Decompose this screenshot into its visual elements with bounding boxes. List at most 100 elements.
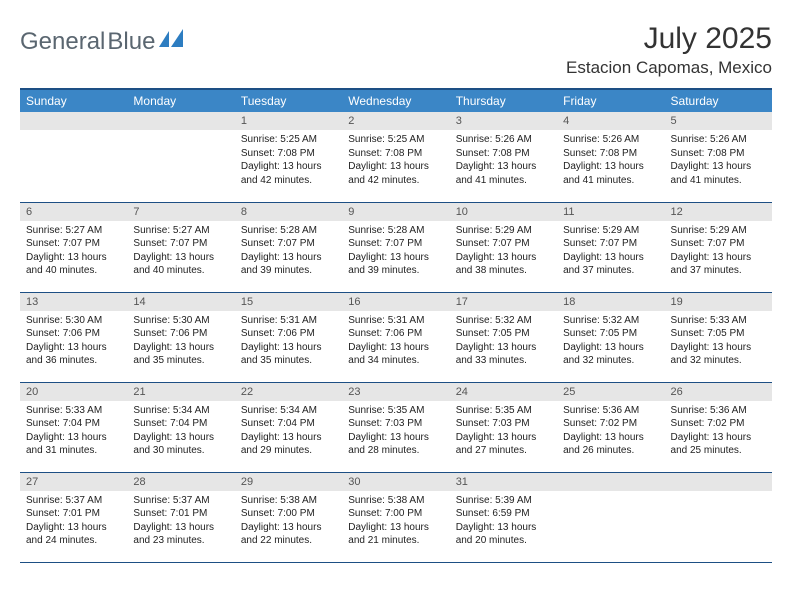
- sunrise-text: Sunrise: 5:26 AM: [563, 133, 658, 147]
- daylight-text: Daylight: 13 hours and 21 minutes.: [348, 521, 443, 548]
- sunrise-text: Sunrise: 5:29 AM: [671, 224, 766, 238]
- sunset-text: Sunset: 7:00 PM: [348, 507, 443, 521]
- sunrise-text: Sunrise: 5:32 AM: [456, 314, 551, 328]
- day-number: [127, 112, 234, 130]
- sunrise-text: Sunrise: 5:38 AM: [241, 494, 336, 508]
- calendar-cell: 23Sunrise: 5:35 AMSunset: 7:03 PMDayligh…: [342, 382, 449, 472]
- sunset-text: Sunset: 7:08 PM: [241, 147, 336, 161]
- cell-body: [557, 491, 664, 498]
- day-number: [557, 473, 664, 491]
- sunrise-text: Sunrise: 5:39 AM: [456, 494, 551, 508]
- sunset-text: Sunset: 7:06 PM: [26, 327, 121, 341]
- sunrise-text: Sunrise: 5:32 AM: [563, 314, 658, 328]
- sail-icon: [159, 28, 185, 56]
- sunset-text: Sunset: 7:04 PM: [26, 417, 121, 431]
- calendar-cell: 31Sunrise: 5:39 AMSunset: 6:59 PMDayligh…: [450, 472, 557, 562]
- cell-body: Sunrise: 5:25 AMSunset: 7:08 PMDaylight:…: [342, 130, 449, 191]
- daylight-text: Daylight: 13 hours and 35 minutes.: [133, 341, 228, 368]
- sunset-text: Sunset: 7:05 PM: [671, 327, 766, 341]
- calendar-cell: 29Sunrise: 5:38 AMSunset: 7:00 PMDayligh…: [235, 472, 342, 562]
- calendar-cell: 16Sunrise: 5:31 AMSunset: 7:06 PMDayligh…: [342, 292, 449, 382]
- day-number: 9: [342, 203, 449, 221]
- day-number: 11: [557, 203, 664, 221]
- sunrise-text: Sunrise: 5:26 AM: [671, 133, 766, 147]
- day-number: [665, 473, 772, 491]
- calendar-cell: 17Sunrise: 5:32 AMSunset: 7:05 PMDayligh…: [450, 292, 557, 382]
- daylight-text: Daylight: 13 hours and 34 minutes.: [348, 341, 443, 368]
- daylight-text: Daylight: 13 hours and 36 minutes.: [26, 341, 121, 368]
- cell-body: Sunrise: 5:36 AMSunset: 7:02 PMDaylight:…: [557, 401, 664, 462]
- day-number: 15: [235, 293, 342, 311]
- sunrise-text: Sunrise: 5:28 AM: [241, 224, 336, 238]
- sunrise-text: Sunrise: 5:26 AM: [456, 133, 551, 147]
- title-block: July 2025 Estacion Capomas, Mexico: [566, 22, 772, 78]
- sunset-text: Sunset: 7:07 PM: [671, 237, 766, 251]
- day-number: 18: [557, 293, 664, 311]
- sunrise-text: Sunrise: 5:28 AM: [348, 224, 443, 238]
- sunset-text: Sunset: 7:08 PM: [348, 147, 443, 161]
- cell-body: Sunrise: 5:29 AMSunset: 7:07 PMDaylight:…: [450, 221, 557, 282]
- day-number: 6: [20, 203, 127, 221]
- sunrise-text: Sunrise: 5:34 AM: [133, 404, 228, 418]
- day-header-row: Sunday Monday Tuesday Wednesday Thursday…: [20, 89, 772, 112]
- calendar-cell: 9Sunrise: 5:28 AMSunset: 7:07 PMDaylight…: [342, 202, 449, 292]
- sunset-text: Sunset: 7:02 PM: [563, 417, 658, 431]
- sunrise-text: Sunrise: 5:36 AM: [671, 404, 766, 418]
- cell-body: Sunrise: 5:28 AMSunset: 7:07 PMDaylight:…: [342, 221, 449, 282]
- cell-body: Sunrise: 5:28 AMSunset: 7:07 PMDaylight:…: [235, 221, 342, 282]
- daylight-text: Daylight: 13 hours and 27 minutes.: [456, 431, 551, 458]
- calendar-cell: 13Sunrise: 5:30 AMSunset: 7:06 PMDayligh…: [20, 292, 127, 382]
- cell-body: Sunrise: 5:30 AMSunset: 7:06 PMDaylight:…: [127, 311, 234, 372]
- sunset-text: Sunset: 7:08 PM: [456, 147, 551, 161]
- sunset-text: Sunset: 7:01 PM: [133, 507, 228, 521]
- sunset-text: Sunset: 7:04 PM: [241, 417, 336, 431]
- calendar-cell: [127, 112, 234, 202]
- day-number: 14: [127, 293, 234, 311]
- day-number: 26: [665, 383, 772, 401]
- day-number: 13: [20, 293, 127, 311]
- sunset-text: Sunset: 7:04 PM: [133, 417, 228, 431]
- sunrise-text: Sunrise: 5:33 AM: [671, 314, 766, 328]
- header: GeneralBlue July 2025 Estacion Capomas, …: [20, 22, 772, 78]
- calendar-cell: 14Sunrise: 5:30 AMSunset: 7:06 PMDayligh…: [127, 292, 234, 382]
- calendar-week-row: 6Sunrise: 5:27 AMSunset: 7:07 PMDaylight…: [20, 202, 772, 292]
- cell-body: Sunrise: 5:26 AMSunset: 7:08 PMDaylight:…: [557, 130, 664, 191]
- day-number: 16: [342, 293, 449, 311]
- calendar-cell: 12Sunrise: 5:29 AMSunset: 7:07 PMDayligh…: [665, 202, 772, 292]
- calendar-cell: 27Sunrise: 5:37 AMSunset: 7:01 PMDayligh…: [20, 472, 127, 562]
- day-number: [20, 112, 127, 130]
- col-friday: Friday: [557, 89, 664, 112]
- calendar-cell: 21Sunrise: 5:34 AMSunset: 7:04 PMDayligh…: [127, 382, 234, 472]
- calendar-cell: 24Sunrise: 5:35 AMSunset: 7:03 PMDayligh…: [450, 382, 557, 472]
- calendar-cell: 18Sunrise: 5:32 AMSunset: 7:05 PMDayligh…: [557, 292, 664, 382]
- daylight-text: Daylight: 13 hours and 39 minutes.: [348, 251, 443, 278]
- cell-body: Sunrise: 5:39 AMSunset: 6:59 PMDaylight:…: [450, 491, 557, 552]
- day-number: 22: [235, 383, 342, 401]
- sunrise-text: Sunrise: 5:35 AM: [348, 404, 443, 418]
- calendar-cell: 6Sunrise: 5:27 AMSunset: 7:07 PMDaylight…: [20, 202, 127, 292]
- day-number: 30: [342, 473, 449, 491]
- sunset-text: Sunset: 7:08 PM: [563, 147, 658, 161]
- day-number: 19: [665, 293, 772, 311]
- day-number: 29: [235, 473, 342, 491]
- day-number: 12: [665, 203, 772, 221]
- sunset-text: Sunset: 7:06 PM: [133, 327, 228, 341]
- cell-body: Sunrise: 5:38 AMSunset: 7:00 PMDaylight:…: [342, 491, 449, 552]
- daylight-text: Daylight: 13 hours and 42 minutes.: [241, 160, 336, 187]
- daylight-text: Daylight: 13 hours and 37 minutes.: [563, 251, 658, 278]
- cell-body: [665, 491, 772, 498]
- sunrise-text: Sunrise: 5:37 AM: [133, 494, 228, 508]
- sunrise-text: Sunrise: 5:38 AM: [348, 494, 443, 508]
- calendar-cell: 26Sunrise: 5:36 AMSunset: 7:02 PMDayligh…: [665, 382, 772, 472]
- daylight-text: Daylight: 13 hours and 40 minutes.: [133, 251, 228, 278]
- calendar-cell: [557, 472, 664, 562]
- sunrise-text: Sunrise: 5:29 AM: [456, 224, 551, 238]
- sunrise-text: Sunrise: 5:36 AM: [563, 404, 658, 418]
- brand-name-2: Blue: [107, 28, 155, 56]
- calendar-cell: 25Sunrise: 5:36 AMSunset: 7:02 PMDayligh…: [557, 382, 664, 472]
- daylight-text: Daylight: 13 hours and 32 minutes.: [563, 341, 658, 368]
- calendar-page: GeneralBlue July 2025 Estacion Capomas, …: [0, 0, 792, 583]
- day-number: 24: [450, 383, 557, 401]
- daylight-text: Daylight: 13 hours and 42 minutes.: [348, 160, 443, 187]
- daylight-text: Daylight: 13 hours and 24 minutes.: [26, 521, 121, 548]
